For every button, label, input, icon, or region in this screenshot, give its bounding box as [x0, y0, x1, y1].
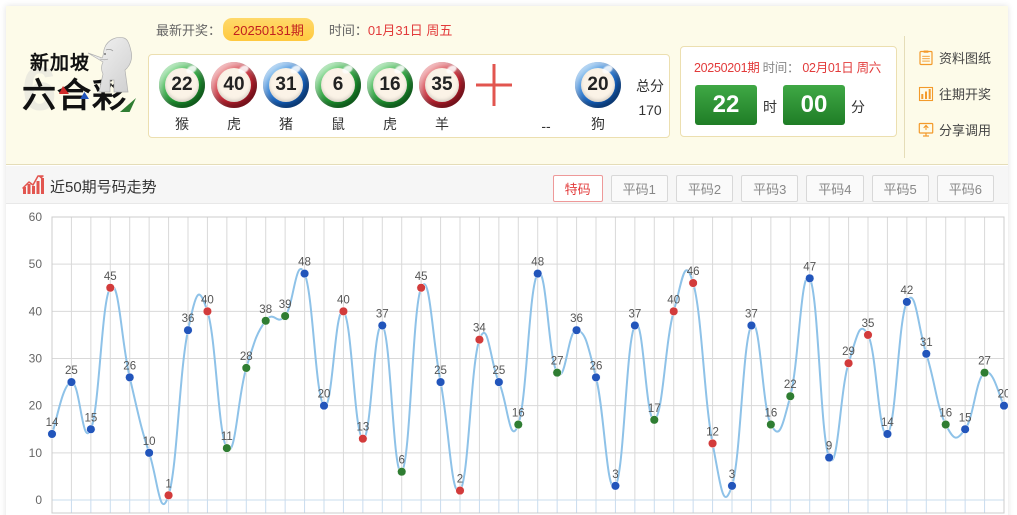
- svg-text:40: 40: [201, 294, 214, 306]
- svg-text:42: 42: [900, 285, 913, 297]
- svg-text:25: 25: [65, 365, 78, 377]
- svg-text:38: 38: [259, 304, 272, 316]
- svg-text:27: 27: [551, 356, 564, 368]
- svg-text:10: 10: [29, 446, 43, 460]
- svg-text:16: 16: [939, 408, 952, 420]
- svg-text:45: 45: [104, 271, 117, 283]
- svg-text:16: 16: [512, 408, 525, 420]
- svg-text:1: 1: [165, 478, 171, 490]
- svg-text:37: 37: [628, 308, 641, 320]
- svg-text:50: 50: [29, 257, 43, 271]
- svg-text:10: 10: [143, 436, 156, 448]
- svg-text:37: 37: [376, 308, 389, 320]
- svg-text:36: 36: [182, 313, 195, 325]
- svg-text:15: 15: [959, 412, 972, 424]
- svg-text:37: 37: [745, 308, 758, 320]
- svg-text:17: 17: [648, 403, 661, 415]
- svg-text:6: 6: [399, 455, 405, 467]
- svg-text:15: 15: [84, 412, 97, 424]
- svg-text:11: 11: [221, 431, 233, 443]
- svg-text:47: 47: [803, 261, 816, 273]
- svg-text:3: 3: [612, 469, 618, 481]
- svg-text:26: 26: [590, 360, 603, 372]
- svg-text:28: 28: [240, 351, 253, 363]
- svg-text:31: 31: [920, 337, 933, 349]
- svg-text:16: 16: [764, 408, 777, 420]
- svg-text:25: 25: [434, 365, 447, 377]
- svg-text:0: 0: [35, 493, 42, 507]
- svg-text:20: 20: [998, 389, 1008, 401]
- svg-text:12: 12: [706, 426, 719, 438]
- svg-text:40: 40: [337, 294, 350, 306]
- svg-text:22: 22: [784, 379, 797, 391]
- svg-text:30: 30: [29, 352, 43, 366]
- svg-text:34: 34: [473, 323, 486, 335]
- svg-text:35: 35: [862, 318, 875, 330]
- svg-text:48: 48: [298, 257, 311, 269]
- svg-text:25: 25: [492, 365, 505, 377]
- svg-text:45: 45: [415, 271, 428, 283]
- svg-text:2: 2: [457, 474, 463, 486]
- svg-text:60: 60: [29, 210, 43, 224]
- svg-text:13: 13: [356, 422, 369, 434]
- svg-text:40: 40: [29, 304, 43, 318]
- svg-text:29: 29: [842, 346, 855, 358]
- svg-text:14: 14: [46, 417, 59, 429]
- svg-text:39: 39: [279, 299, 292, 311]
- svg-text:48: 48: [531, 257, 544, 269]
- svg-text:20: 20: [318, 389, 331, 401]
- svg-text:9: 9: [826, 441, 832, 453]
- svg-text:36: 36: [570, 313, 583, 325]
- svg-text:14: 14: [881, 417, 894, 429]
- svg-text:27: 27: [978, 356, 991, 368]
- svg-text:3: 3: [729, 469, 735, 481]
- svg-text:40: 40: [667, 294, 680, 306]
- svg-text:20: 20: [29, 399, 43, 413]
- svg-text:26: 26: [123, 360, 136, 372]
- svg-text:46: 46: [687, 266, 700, 278]
